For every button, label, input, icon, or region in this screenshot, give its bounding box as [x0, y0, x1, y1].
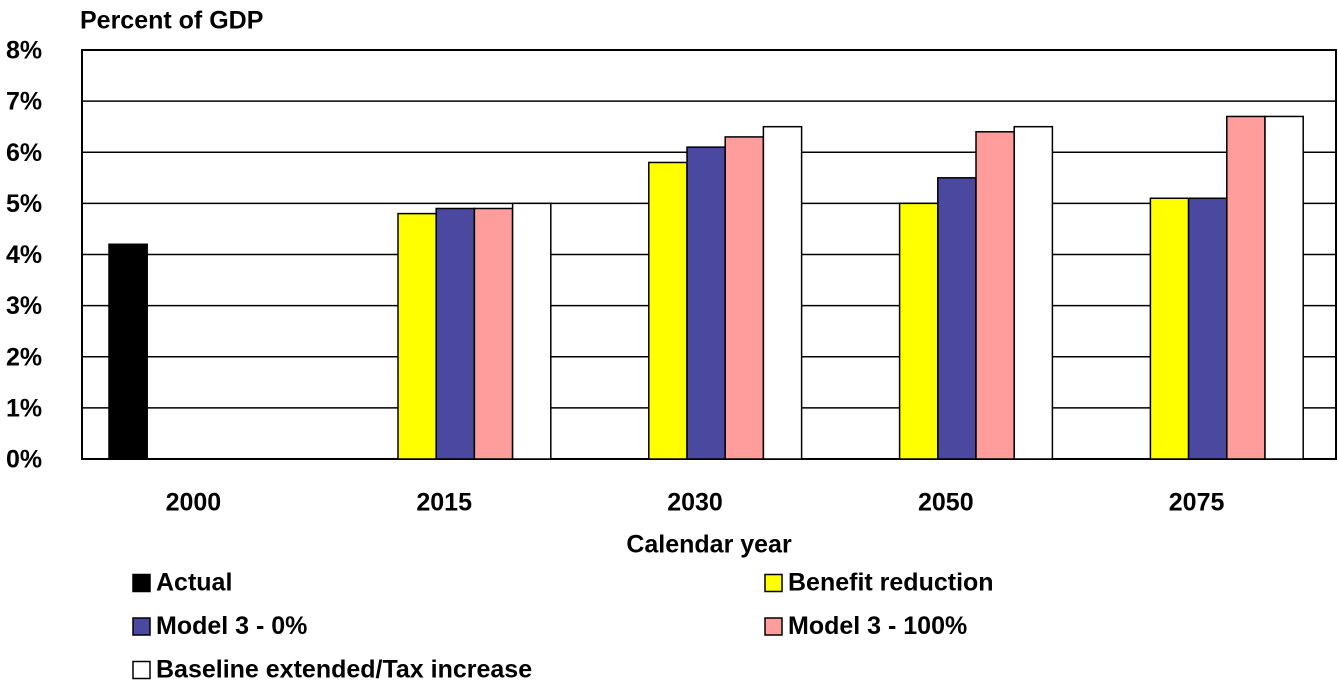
y-tick-label: 5% [6, 190, 42, 218]
y-tick-label: 7% [6, 88, 42, 116]
x-tick-label: 2030 [667, 489, 723, 517]
y-tick-label: 2% [6, 343, 42, 371]
y-axis-label: Percent of GDP [80, 7, 263, 35]
bar [1264, 115, 1304, 460]
bar [1149, 197, 1190, 460]
legend-swatch [764, 573, 783, 593]
bar [975, 131, 1015, 460]
x-axis-label: Calendar year [626, 531, 792, 559]
bar [108, 243, 148, 460]
bar [1013, 125, 1054, 460]
y-tick-label: 8% [6, 37, 42, 65]
bar [898, 202, 939, 460]
bar [1187, 197, 1228, 460]
bar [473, 207, 514, 460]
y-tick-label: 6% [6, 139, 42, 167]
legend-label: Actual [156, 569, 232, 597]
x-tick-label: 2000 [166, 489, 222, 517]
legend-label: Model 3 - 0% [156, 612, 307, 640]
bar [762, 125, 803, 460]
y-tick-label: 0% [6, 446, 42, 474]
bar [397, 212, 437, 460]
x-tick-label: 2050 [918, 489, 974, 517]
bar [648, 161, 688, 460]
legend-swatch [132, 617, 151, 636]
legend-label: Model 3 - 100% [788, 612, 967, 640]
bar [435, 207, 476, 460]
bar [1226, 115, 1266, 460]
y-tick-label: 3% [6, 292, 42, 320]
bar [686, 146, 726, 460]
legend-swatch [132, 573, 151, 593]
x-tick-label: 2015 [416, 489, 472, 517]
legend-label: Benefit reduction [788, 569, 994, 597]
bar [937, 177, 977, 460]
x-tick-label: 2075 [1169, 489, 1225, 517]
bar [724, 136, 765, 460]
legend-label: Baseline extended/Tax increase [156, 656, 532, 681]
bar [511, 202, 552, 460]
legend-swatch [132, 660, 151, 680]
legend-swatch [764, 617, 783, 636]
y-tick-label: 4% [6, 241, 42, 269]
y-tick-label: 1% [6, 394, 42, 422]
